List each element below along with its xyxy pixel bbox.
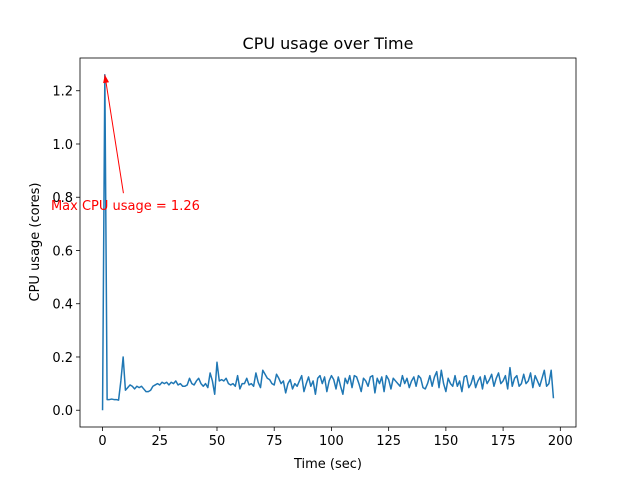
x-axis-label: Time (sec) xyxy=(293,457,362,472)
x-tick-label: 50 xyxy=(209,434,226,449)
y-tick-label: 1.2 xyxy=(52,85,73,100)
x-tick-label: 150 xyxy=(433,434,458,449)
y-tick-label: 0.6 xyxy=(52,244,73,259)
y-tick-label: 0.8 xyxy=(52,191,73,206)
y-tick-label: 0.2 xyxy=(52,351,73,366)
y-tick-label: 1.0 xyxy=(52,138,73,153)
y-axis-label: CPU usage (cores) xyxy=(28,183,43,302)
annotation-arrow xyxy=(104,74,124,194)
x-tick-label: 200 xyxy=(548,434,573,449)
line xyxy=(101,74,555,411)
y-tick-label: 0.4 xyxy=(52,298,73,313)
x-tick-label: 25 xyxy=(151,434,168,449)
y-tick-label: 0.0 xyxy=(52,404,73,419)
annotation-arrowhead xyxy=(103,74,110,84)
chart-title: CPU usage over Time xyxy=(243,34,414,53)
x-tick-label: 175 xyxy=(491,434,516,449)
x-tick-label: 0 xyxy=(98,434,106,449)
plot-frame xyxy=(79,57,577,428)
annotation-text: Max CPU usage = 1.26 xyxy=(51,199,200,214)
x-tick-label: 75 xyxy=(266,434,283,449)
x-tick-label: 125 xyxy=(376,434,401,449)
x-tick-label: 100 xyxy=(319,434,344,449)
